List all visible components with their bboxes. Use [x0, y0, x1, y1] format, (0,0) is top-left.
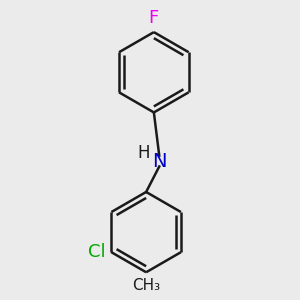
- Text: CH₃: CH₃: [132, 278, 160, 293]
- Text: H: H: [138, 144, 150, 162]
- Text: Cl: Cl: [88, 243, 106, 261]
- Text: F: F: [149, 9, 159, 27]
- Text: N: N: [152, 152, 166, 171]
